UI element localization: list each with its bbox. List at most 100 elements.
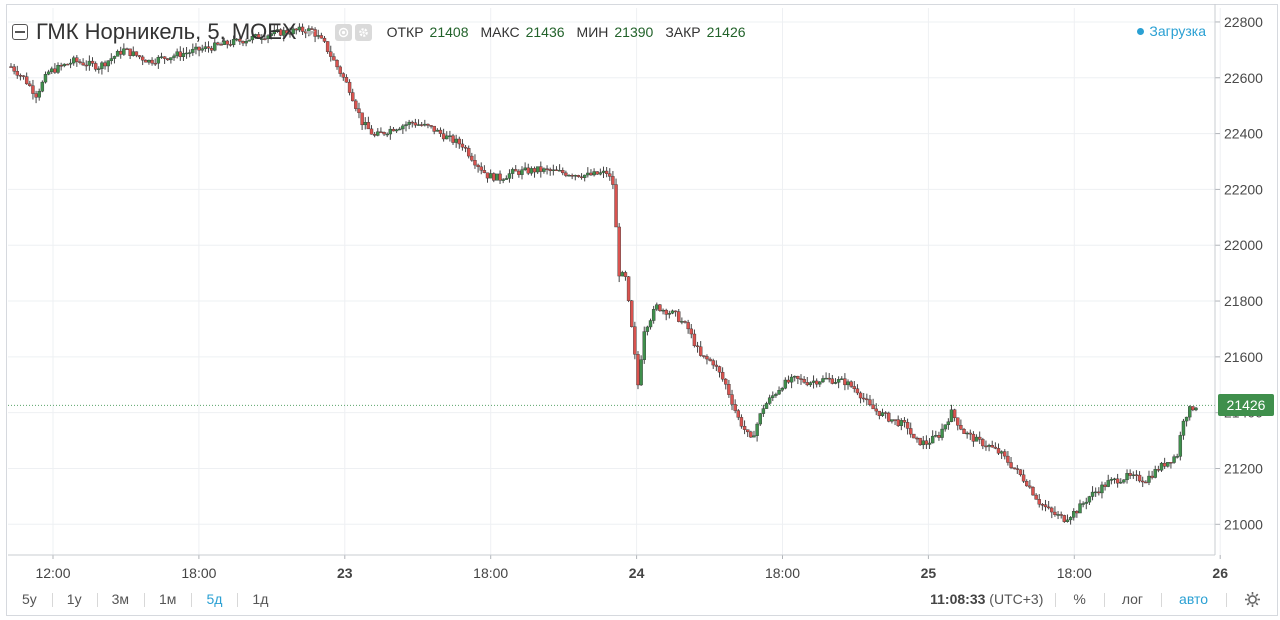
- candle-body: [952, 409, 957, 419]
- candle-body: [921, 440, 925, 446]
- candle-body: [416, 124, 421, 126]
- candle-body: [727, 384, 731, 395]
- candle-body: [677, 311, 681, 322]
- candle-body: [495, 173, 499, 181]
- candle-body: [720, 372, 725, 380]
- eye-icon[interactable]: [334, 23, 352, 41]
- log-scale-button[interactable]: лог: [1103, 591, 1161, 607]
- candle-body: [15, 71, 19, 76]
- candle-body: [642, 331, 646, 360]
- range-5y-button[interactable]: 5y: [22, 591, 37, 607]
- candle-body: [1097, 491, 1101, 494]
- candle-body: [695, 345, 700, 348]
- candle-body: [774, 393, 778, 396]
- candle-body: [714, 364, 719, 367]
- candle-body: [561, 170, 565, 174]
- clock: 11:08:33 (UTC+3): [918, 591, 1055, 607]
- candle-body: [523, 167, 527, 170]
- candle-body: [34, 93, 38, 98]
- candle-body: [1081, 503, 1085, 505]
- y-tick-label: 21800: [1224, 293, 1263, 309]
- candle-body: [542, 168, 546, 172]
- candle-body: [984, 445, 988, 448]
- candle-body: [329, 51, 333, 57]
- y-tick-label: 22000: [1224, 237, 1263, 253]
- candle-body: [391, 128, 396, 132]
- range-3m-button[interactable]: 3м: [96, 591, 144, 607]
- candle-body: [109, 58, 114, 61]
- candle-body: [890, 419, 894, 422]
- percent-scale-button[interactable]: %: [1055, 591, 1103, 607]
- candle-body: [354, 100, 358, 109]
- candle-body: [1037, 499, 1041, 505]
- candle-body: [476, 164, 480, 168]
- range-1m-button[interactable]: 1м: [144, 591, 191, 607]
- high-value: 21436: [525, 24, 565, 40]
- candle-body: [156, 56, 161, 64]
- candle-body: [786, 379, 791, 383]
- range-1d-button[interactable]: 1д: [237, 591, 283, 607]
- candle-body: [1012, 467, 1016, 469]
- candle-body: [482, 170, 487, 173]
- candle-body: [548, 169, 552, 172]
- candle-body: [360, 112, 364, 126]
- candle-body: [184, 52, 189, 55]
- candle-body: [1100, 484, 1104, 494]
- candle-body: [1040, 504, 1045, 506]
- settings-gear-icon[interactable]: [1226, 591, 1277, 608]
- candle-body: [1194, 407, 1198, 411]
- candle-body: [1119, 481, 1123, 484]
- x-tick-label: 23: [337, 565, 353, 581]
- candle-body: [771, 395, 775, 398]
- collapse-icon[interactable]: [12, 24, 28, 40]
- candle-body: [614, 184, 618, 228]
- candle-body: [43, 74, 48, 83]
- candle-body: [764, 403, 769, 409]
- chart-legend: ГМК Норникель, 5, MOEX ОТКР 21408 МАКС 2…: [12, 18, 752, 46]
- candle-body: [974, 436, 979, 442]
- candle-body: [883, 412, 888, 414]
- candle-body: [733, 404, 737, 411]
- chevron-down-icon[interactable]: [304, 30, 315, 36]
- candle-body: [213, 42, 217, 51]
- candle-body: [871, 404, 875, 410]
- candle-body: [21, 75, 26, 77]
- candle-body: [1059, 514, 1063, 516]
- candle-body: [504, 178, 509, 180]
- candle-body: [366, 122, 371, 130]
- candle-body: [128, 48, 132, 56]
- candle-body: [435, 129, 440, 132]
- candle-body: [833, 382, 838, 384]
- candle-body: [692, 333, 697, 347]
- candle-body: [62, 63, 66, 67]
- candle-body: [1153, 469, 1157, 478]
- x-tick-label: 24: [629, 565, 645, 581]
- candle-body: [617, 226, 621, 277]
- candle-body: [965, 432, 969, 435]
- candle-body: [1134, 474, 1139, 476]
- loading-text: Загрузка: [1149, 23, 1206, 39]
- candle-body: [134, 51, 139, 56]
- candle-body: [586, 172, 590, 176]
- candle-body: [150, 59, 154, 64]
- range-5d-button[interactable]: 5д: [191, 591, 237, 607]
- candle-body: [466, 148, 471, 157]
- candle-body: [256, 34, 261, 39]
- candle-body: [291, 28, 295, 35]
- candle-body: [545, 168, 549, 170]
- candle-body: [849, 381, 853, 387]
- close-value: 21426: [706, 24, 746, 40]
- candle-body: [1122, 479, 1126, 483]
- range-1y-button[interactable]: 1y: [51, 591, 97, 607]
- candle-body: [858, 392, 863, 399]
- candle-body: [1125, 473, 1129, 481]
- candle-body: [28, 83, 32, 86]
- candle-body: [573, 175, 577, 177]
- auto-scale-button[interactable]: авто: [1161, 591, 1226, 607]
- candle-body: [419, 124, 424, 126]
- gear-icon[interactable]: [354, 23, 372, 41]
- symbol-title[interactable]: ГМК Норникель, 5, MOEX: [36, 19, 297, 44]
- candle-body: [742, 426, 747, 430]
- candle-body: [749, 431, 753, 438]
